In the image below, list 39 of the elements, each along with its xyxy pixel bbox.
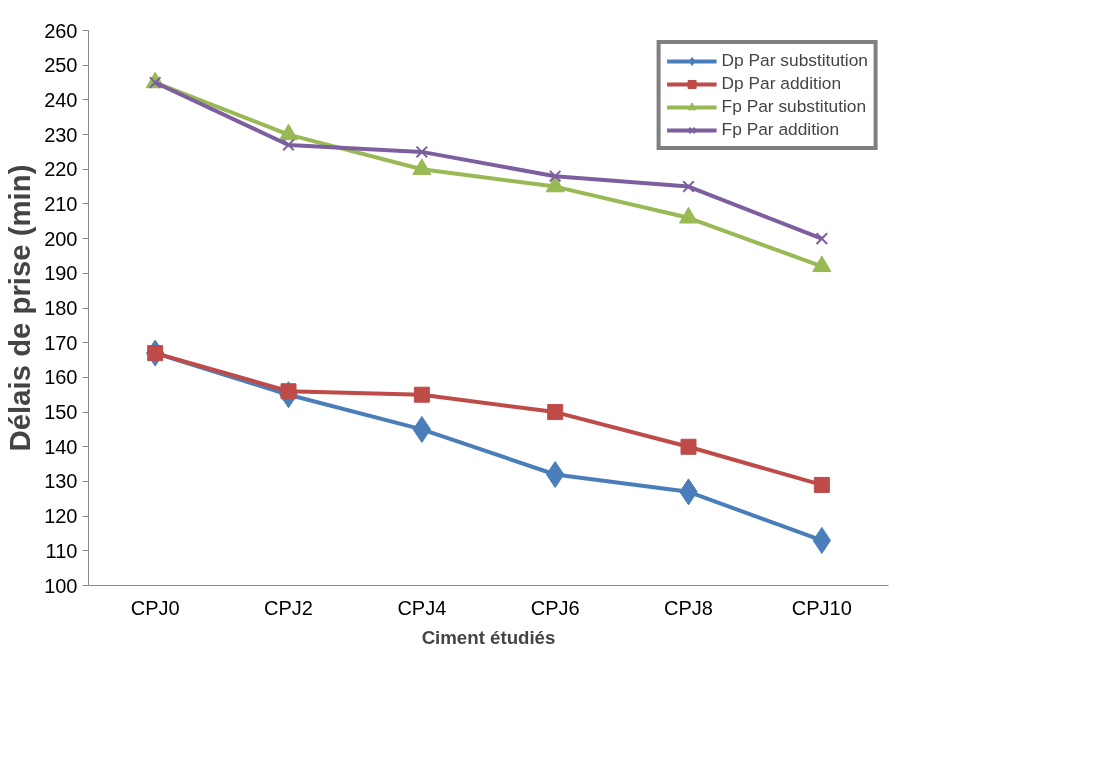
y-tick-label: 120 [44, 505, 78, 528]
y-tick-label: 230 [44, 123, 78, 146]
y-tick-label: 170 [44, 331, 78, 354]
point [413, 386, 430, 403]
point [282, 138, 295, 152]
y-axis-title: Délais de prise (min) [3, 164, 37, 452]
point [546, 461, 565, 488]
legend-label: Dp Par addition [721, 73, 842, 94]
y-tick-label: 250 [44, 54, 78, 77]
y-tick-label: 150 [44, 401, 78, 424]
y-tick-label: 260 [44, 19, 78, 42]
point [548, 169, 562, 183]
x-tick-label: CPJ2 [264, 596, 313, 619]
x-tick-label: CPJ4 [397, 596, 447, 619]
y-tick-label: 140 [44, 435, 78, 458]
y-tick-label: 100 [44, 574, 78, 597]
y-tick-label: 190 [44, 262, 78, 285]
x-tick-label: CPJ8 [664, 596, 713, 619]
legend-label: Dp Par substitution [721, 50, 868, 71]
point [815, 232, 829, 245]
y-tick-label: 180 [44, 297, 78, 319]
y-tick-label: 130 [44, 470, 78, 493]
y-tick-label: 240 [44, 88, 78, 111]
x-tick-label: CPJ10 [791, 596, 852, 619]
x-axis-title: Ciment étudiés [421, 626, 556, 648]
legend-label: Fp Par substitution [721, 96, 867, 117]
x-tick-label: CPJ6 [530, 596, 580, 619]
y-tick-label: 160 [44, 366, 78, 389]
point [682, 180, 695, 193]
point [547, 404, 564, 421]
y-tick-label: 110 [45, 539, 78, 562]
point [415, 145, 429, 159]
point [680, 438, 697, 455]
y-tick-label: 220 [44, 158, 78, 181]
legend-label: Fp Par addition [721, 119, 840, 140]
point [813, 476, 830, 493]
y-tick-label: 210 [44, 192, 78, 215]
x-tick-label: CPJ0 [130, 596, 180, 619]
y-tick-label: 200 [44, 227, 78, 250]
